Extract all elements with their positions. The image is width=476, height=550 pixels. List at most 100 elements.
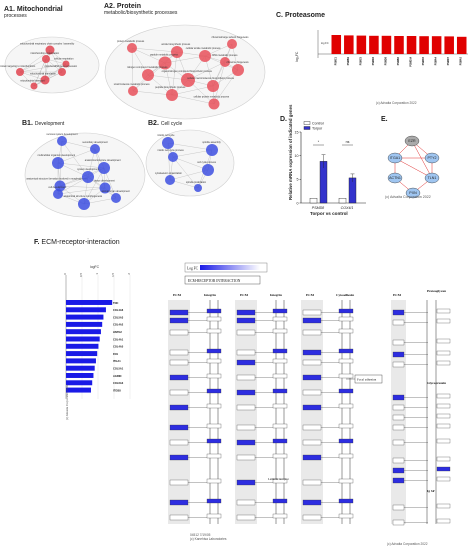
kegg-ecm-box [236, 309, 256, 316]
term-node [168, 152, 178, 162]
kegg-integrin-box [272, 513, 288, 519]
term-node [57, 136, 67, 146]
panel-d-label: D. [280, 116, 287, 123]
panel-a1-label: A1. Mitochondrial processes [4, 6, 63, 19]
panel-e-label: E. [381, 116, 388, 123]
kegg-section-ecm: ECM [393, 293, 402, 297]
kegg-integrin-box [338, 478, 354, 484]
network-edge [19, 58, 47, 73]
network-edge [44, 49, 51, 81]
f-bar [66, 373, 94, 378]
kegg-ecm-column [391, 300, 406, 524]
term-node [82, 171, 94, 183]
kegg-ecm-box [236, 499, 256, 506]
d-x-tick-label: PSMD8 [312, 206, 324, 210]
c-y-label: log₂FC [295, 51, 299, 62]
kegg-integrin-box [206, 308, 222, 314]
f-bar [66, 380, 93, 386]
kegg-credit: (c) Kanehisa Laboratories [190, 537, 227, 541]
c-bar [431, 36, 442, 54]
a1-nodes: mitochondrial respiratory chain complex … [0, 43, 78, 90]
e-edge [411, 140, 433, 179]
kegg-ecm-box [236, 374, 256, 381]
term-label: nitrogen compound metabolic process [127, 66, 168, 69]
c-tick-label: PSMA4 [435, 56, 438, 65]
network-edge [167, 142, 171, 181]
c-tick-label: PSMD7 [447, 56, 450, 65]
kegg-integrin-box [206, 423, 222, 429]
kegg-ecm-box [169, 454, 189, 461]
term-node [54, 180, 66, 192]
kegg-ecm-box [392, 339, 405, 346]
kegg-integrin-box [338, 348, 354, 354]
d-significance: ns [346, 140, 350, 144]
f-gene-label: COL6A3 [113, 381, 124, 385]
kegg-receptor-box [436, 318, 451, 324]
kegg-ecm-box [169, 499, 189, 506]
kegg-ecm-box [392, 477, 405, 484]
f-bar [66, 343, 99, 349]
network-edge [169, 169, 209, 181]
d-y-label: Relative mRNA expression of indicated ge… [288, 104, 293, 200]
kegg-section-proteoglycan: Proteoglycan [427, 289, 446, 293]
kegg-integrin-box [338, 498, 354, 504]
term-label: mitotic cell cycle process [157, 149, 184, 152]
kegg-ecm-box [169, 374, 189, 381]
kegg-integrin-box [206, 373, 222, 379]
kegg-integrin-box [338, 403, 354, 409]
b1-nodes: nervous system development secondary deve… [26, 133, 130, 210]
term-node [171, 46, 183, 58]
kegg-ecm-box [392, 361, 405, 368]
c-bar [344, 35, 354, 54]
network-edge [172, 156, 199, 189]
kegg-ecm-box [169, 309, 189, 316]
kegg-section-integrin: Integrin [204, 293, 216, 297]
kegg-integrin-box [272, 388, 288, 394]
term-label: cellular protein metabolic process [194, 96, 230, 99]
kegg-ecm-box [302, 479, 322, 486]
kegg-integrin-box [206, 498, 222, 504]
kegg-integrin-box [338, 308, 354, 314]
kegg-ecm-box [392, 457, 405, 464]
f-axis-label: logFC [90, 265, 100, 269]
term-node [128, 86, 138, 96]
e-gene-node [424, 152, 440, 164]
c-bar [394, 36, 404, 54]
f-axis-tick: 0 [63, 273, 67, 275]
term-label: mitochondrial gene expression [45, 65, 78, 68]
d-y-tick-label: 15 [295, 130, 299, 134]
kegg-ecm-column [301, 300, 323, 524]
kegg-ecm-box [302, 317, 322, 324]
panel-title: ECM-receptor-interaction [41, 239, 120, 246]
network-edge [131, 47, 178, 53]
f-gene-label: COL4A6 [113, 308, 124, 312]
e-edge [394, 157, 433, 179]
panel-subtitle: processes [4, 13, 27, 19]
b2-nodes: mitotic cell cycle mitotic cell cycle pro… [155, 134, 222, 192]
kegg-integrin-box [206, 348, 222, 354]
term-label: protein metabolic process [117, 40, 145, 43]
kegg-integrin-box [338, 328, 354, 334]
term-node [58, 68, 66, 76]
f-gene-label: AGRIN [113, 374, 121, 378]
network-edge [59, 185, 106, 189]
term-label: protein targeting to mitochondrion [0, 65, 36, 68]
f-bar [66, 387, 91, 393]
network-edge [19, 49, 51, 73]
kegg-ecm-box [392, 414, 405, 421]
network-edge [171, 94, 215, 105]
term-node [208, 98, 220, 110]
term-label: small molecule metabolic process [114, 83, 151, 86]
f-side-copyright: (c) Advaita Corporation 2022 [65, 384, 69, 420]
kegg-integrin-box [206, 478, 222, 484]
term-node [142, 69, 154, 81]
f-gene-label: COL5A3 [113, 315, 124, 319]
c-tick-label: PSMB4 [347, 56, 350, 65]
kegg-ecm-box [236, 389, 256, 396]
kegg-integrin-box [206, 328, 222, 334]
kegg-receptor-box [436, 413, 451, 419]
kegg-integrin-box [338, 373, 354, 379]
d-legend-label: Control [312, 121, 324, 125]
